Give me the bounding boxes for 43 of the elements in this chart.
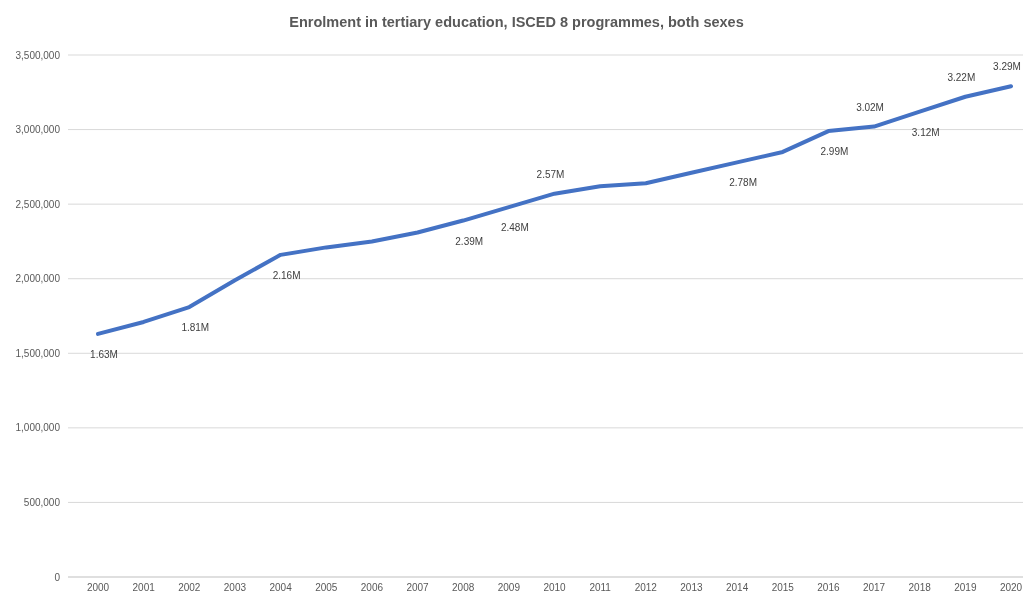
y-tick-label: 1,500,000 <box>15 347 61 359</box>
x-tick-label: 2004 <box>269 582 293 593</box>
data-label: 3.29M <box>993 61 1021 73</box>
x-tick-label: 2010 <box>543 582 567 593</box>
x-tick-label: 2011 <box>589 582 612 593</box>
x-tick-label: 2002 <box>178 582 201 593</box>
y-tick-label: 3,500,000 <box>15 49 61 61</box>
line-series <box>96 84 1013 336</box>
x-tick-label: 2005 <box>315 582 338 593</box>
y-tick-label: 2,000,000 <box>15 273 61 285</box>
x-tick-label: 2000 <box>86 582 110 593</box>
x-tick-label: 2015 <box>771 582 795 593</box>
chart-title: Enrolment in tertiary education, ISCED 8 programmes, both sexes <box>289 14 744 30</box>
x-tick-label: 2018 <box>908 582 932 593</box>
y-tick-label: 1,000,000 <box>15 422 61 434</box>
x-tick-label: 2006 <box>360 582 384 593</box>
y-tick-label: 500,000 <box>23 496 61 508</box>
data-label: 2.48M <box>500 222 529 234</box>
data-label: 2.57M <box>536 168 565 180</box>
x-tick-label: 2017 <box>862 582 886 593</box>
data-label: 2.39M <box>455 235 484 247</box>
y-tick-label: 2,500,000 <box>15 198 61 210</box>
data-label: 3.12M <box>911 126 940 138</box>
data-label: 2.16M <box>272 269 301 281</box>
x-tick-label: 2020 <box>999 582 1023 593</box>
data-label: 2.78M <box>729 177 757 189</box>
x-tick-label: 2014 <box>725 582 749 593</box>
x-tick-label: 2013 <box>680 582 704 593</box>
data-label: 3.02M <box>856 101 884 113</box>
x-tick-label: 2009 <box>497 582 521 593</box>
x-tick-label: 2016 <box>817 582 840 593</box>
x-tick-label: 2001 <box>132 582 156 593</box>
x-tick-label: 2007 <box>406 582 430 593</box>
data-label: 3.22M <box>947 71 976 83</box>
y-tick-label: 3,000,000 <box>15 124 61 136</box>
y-tick-label: 0 <box>54 571 61 583</box>
data-label: 1.81M <box>181 322 210 334</box>
data-label: 1.63M <box>90 348 118 360</box>
x-tick-label: 2003 <box>223 582 247 593</box>
x-tick-label: 2012 <box>634 582 658 593</box>
x-tick-label: 2019 <box>954 582 977 593</box>
x-tick-label: 2008 <box>452 582 475 593</box>
data-label: 2.99M <box>820 146 849 158</box>
